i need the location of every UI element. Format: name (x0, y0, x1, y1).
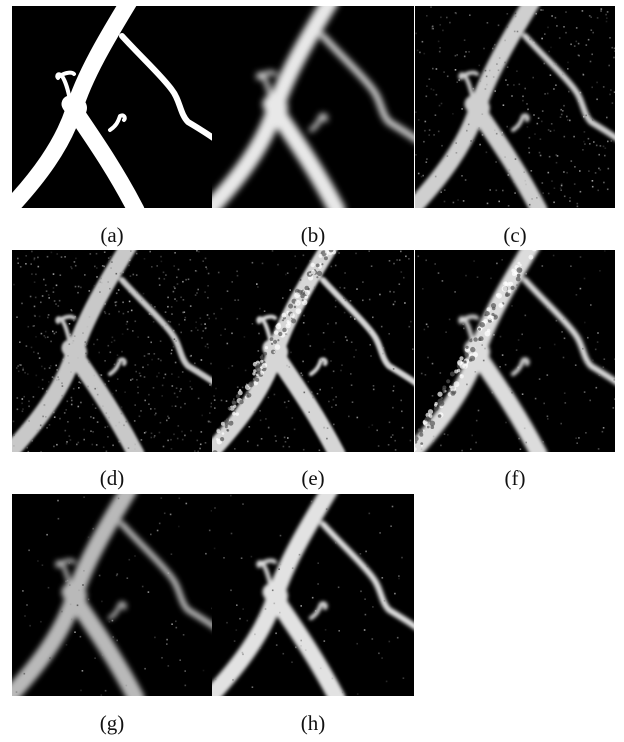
vessel-image-b (212, 6, 414, 208)
vessel-tree (12, 6, 212, 208)
panel-e-image (212, 250, 414, 452)
caption-g: (g) (99, 711, 125, 735)
vessel-image-f (415, 250, 615, 452)
panel-b-image (212, 6, 414, 208)
caption-b: (b) (300, 223, 326, 247)
vessel-image-c (415, 6, 615, 208)
caption-f: (f) (504, 466, 526, 490)
caption-a: (a) (100, 223, 124, 247)
vessel-image-e (212, 250, 414, 452)
vessel-tree (415, 6, 615, 208)
caption-e: (e) (301, 466, 325, 490)
vessel-tree (212, 6, 414, 208)
vessel-tree (415, 250, 615, 452)
panel-f-image (415, 250, 615, 452)
caption-c: (c) (503, 223, 527, 247)
vessel-tree (212, 250, 414, 452)
vessel-image-d (12, 250, 212, 452)
vessel-image-g (12, 494, 212, 696)
panel-d-image (12, 250, 212, 452)
vessel-image-h (212, 494, 414, 696)
panel-c-image (415, 6, 615, 208)
vessel-tree (12, 250, 212, 452)
vessel-tree (12, 494, 212, 696)
panel-h-image (212, 494, 414, 696)
caption-d: (d) (99, 466, 125, 490)
caption-h: (h) (300, 711, 326, 735)
vessel-image-a (12, 6, 212, 208)
panel-g-image (12, 494, 212, 696)
panel-a-image (12, 6, 212, 208)
vessel-tree (212, 494, 414, 696)
